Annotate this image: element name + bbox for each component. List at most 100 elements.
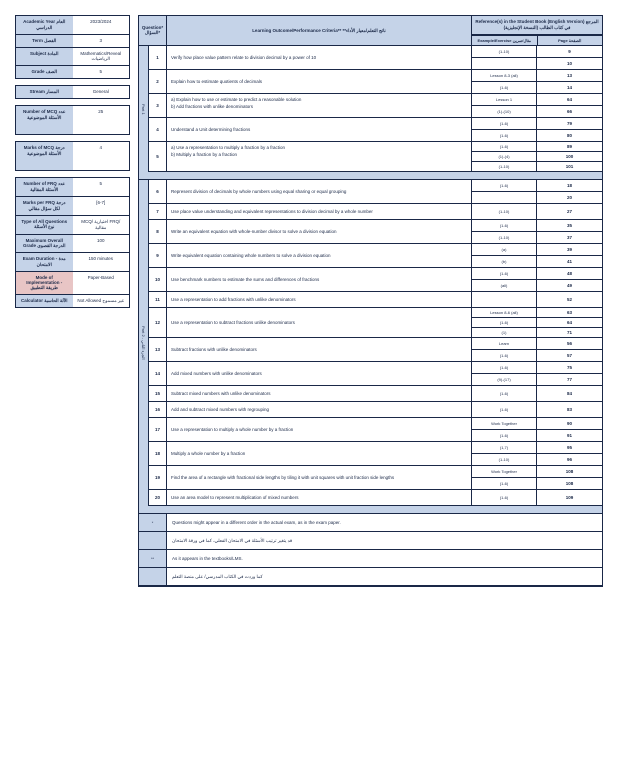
q-example: (1-6) xyxy=(472,402,537,417)
q-desc: Represent division of decimals by whole … xyxy=(167,180,472,203)
q-num: 12 xyxy=(149,308,167,337)
qtype-label: Type of All Questions نوع الأسئلة xyxy=(16,216,73,234)
note-text-1: Questions might appear in a different or… xyxy=(167,514,602,531)
q-desc: Verify how place value pattern relate to… xyxy=(167,46,472,69)
table-row: 17Use a representation to multiply a who… xyxy=(149,418,602,442)
term-label: Term الفصل xyxy=(16,35,73,47)
table-row: 5a) Use a representation to multiply a f… xyxy=(149,142,602,172)
q-page: 5657 xyxy=(537,338,602,361)
dur-label: Exam Duration - مدة الامتحان xyxy=(16,253,73,271)
mcq-value: 25 xyxy=(73,106,130,134)
q-example: (1-6) xyxy=(472,490,537,505)
q-page: 84 xyxy=(537,386,602,401)
divider xyxy=(139,506,602,514)
table-row: 19Find the area of a rectangle with frac… xyxy=(149,466,602,490)
q-desc: Use benchmark numbers to estimate the su… xyxy=(167,268,472,291)
maxg-value: 100 xyxy=(73,235,130,252)
mode-label: Mode of Implementation - طريقة التطبيق xyxy=(16,272,73,294)
q-desc: Add mixed numbers with unlike denominato… xyxy=(167,362,472,385)
subject-label: Subject المادة xyxy=(16,48,73,65)
hdr-example: Example/Exercise مثال/تمرين xyxy=(472,36,538,45)
q-desc: a) Use a representation to multiply a fr… xyxy=(167,142,472,171)
mcqm-label: Marks of MCQ درجة الأسئلة الموضوعية xyxy=(16,142,73,170)
q-page: 83 xyxy=(537,402,602,417)
q-num: 8 xyxy=(149,220,167,243)
q-desc: Use a representation to subtract fractio… xyxy=(167,308,472,337)
table-row: 14Add mixed numbers with unlike denomina… xyxy=(149,362,602,386)
dur-value: 150 minutes xyxy=(73,253,130,271)
q-page: 3537 xyxy=(537,220,602,243)
q-page: 7577 xyxy=(537,362,602,385)
table-row: 10Use benchmark numbers to estimate the … xyxy=(149,268,602,292)
main-table: Question* السؤال* Learning Outcome/Perfo… xyxy=(138,15,603,587)
mode-value: Paper-Based xyxy=(73,272,130,294)
q-num: 2 xyxy=(149,70,167,93)
table-row: 20Use an area model to represent multipl… xyxy=(149,490,602,506)
q-example: (1-10) xyxy=(472,204,537,219)
q-example: (1-6) xyxy=(472,386,537,401)
q-desc: Add and subtract mixed numbers with regr… xyxy=(167,402,472,417)
q-num: 16 xyxy=(149,402,167,417)
q-num: 6 xyxy=(149,180,167,203)
subject-value: Mathematics/Reveal الرياضيات xyxy=(73,48,130,65)
mcq-label: Number of MCQ عدد الأسئلة الموضوعية xyxy=(16,106,73,134)
ay-label: Academic Year العام الدراسي xyxy=(16,16,73,34)
q-desc: Subtract mixed numbers with unlike denom… xyxy=(167,386,472,401)
note-row-rtl: كما وردت في الكتاب المدرسي/ على منصة الت… xyxy=(139,568,602,586)
q-example: (1,7)(1-10) xyxy=(472,442,537,465)
table-row: 15Subtract mixed numbers with unlike den… xyxy=(149,386,602,402)
grade-label: Grade الصف xyxy=(16,66,73,78)
note-row: * Questions might appear in a different … xyxy=(139,514,602,532)
table-row: 4Understand a Unit determining fractions… xyxy=(149,118,602,142)
term-value: 3 xyxy=(73,35,130,47)
q-desc: Use an area model to represent multiplic… xyxy=(167,490,472,505)
q-page: 109 xyxy=(537,490,602,505)
frqm-label: Marks per FRQ درجة لكل سؤال مقالي xyxy=(16,197,73,215)
q-desc: Subtract fractions with unlike denominat… xyxy=(167,338,472,361)
q-example: Work Together(1-6) xyxy=(472,418,537,441)
note-rtl-1: قد يتغير ترتيب الأسئلة في الامتحان الفعل… xyxy=(167,532,602,549)
hdr-page: Page الصفحة xyxy=(538,36,603,45)
info-sidebar: Academic Year العام الدراسي2023/2024 Ter… xyxy=(15,15,130,587)
q-example: (1-6)(all) xyxy=(472,268,537,291)
q-num: 18 xyxy=(149,442,167,465)
info-block-5: Number of FRQ عدد الأسئلة المقالية5 Mark… xyxy=(15,177,130,308)
info-block-2: Stream المسارGeneral xyxy=(15,85,130,99)
table-row: 3a) Explain how to use or estimate to pr… xyxy=(149,94,602,118)
q-example: Lesson 8-6 (all)(1-6)(1) xyxy=(472,308,537,337)
q-num: 20 xyxy=(149,490,167,505)
q-num: 5 xyxy=(149,142,167,171)
q-page: 1314 xyxy=(537,70,602,93)
frqm-value: [6-7] xyxy=(73,197,130,215)
note-label-2: ** xyxy=(139,550,167,567)
q-num: 10 xyxy=(149,268,167,291)
hdr-ref: Reference(s) in the Student Book (Englis… xyxy=(472,16,602,45)
grade-value: 5 xyxy=(73,66,130,78)
table-row: 16Add and subtract mixed numbers with re… xyxy=(149,402,602,418)
q-page: 9596 xyxy=(537,442,602,465)
q-page: 636471 xyxy=(537,308,602,337)
note-rtl-2: كما وردت في الكتاب المدرسي/ على منصة الت… xyxy=(167,568,602,585)
q-example xyxy=(472,292,537,307)
stream-value: General xyxy=(73,86,130,98)
q-desc: Understand a Unit determining fractions xyxy=(167,118,472,141)
q-num: 1 xyxy=(149,46,167,69)
table-row: 12Use a representation to subtract fract… xyxy=(149,308,602,338)
q-example: (1-6)(1-10) xyxy=(472,220,537,243)
ay-value: 2023/2024 xyxy=(73,16,130,34)
q-desc: Use a representation to multiply a whole… xyxy=(167,418,472,441)
q-desc: Find the area of a rectangle with fracti… xyxy=(167,466,472,489)
q-desc: Write an equivalent equation with whole-… xyxy=(167,220,472,243)
q-num: 7 xyxy=(149,204,167,219)
q-page: 4849 xyxy=(537,268,602,291)
q-example: Work Together(1-6) xyxy=(472,466,537,489)
q-desc: a) Explain how to use or estimate to pre… xyxy=(167,94,472,117)
q-example: Lesson 1(1)-(10) xyxy=(472,94,537,117)
q-desc: Write equivalent equation containing who… xyxy=(167,244,472,267)
q-num: 9 xyxy=(149,244,167,267)
calc-value: Not Allowed غير مسموح xyxy=(73,295,130,307)
hdr-ref-title: Reference(s) in the Student Book (Englis… xyxy=(472,16,602,35)
table-row: 2Explain how to estimate quotients of de… xyxy=(149,70,602,94)
q-desc: Multiply a whole number by a fraction xyxy=(167,442,472,465)
q-page: 52 xyxy=(537,292,602,307)
